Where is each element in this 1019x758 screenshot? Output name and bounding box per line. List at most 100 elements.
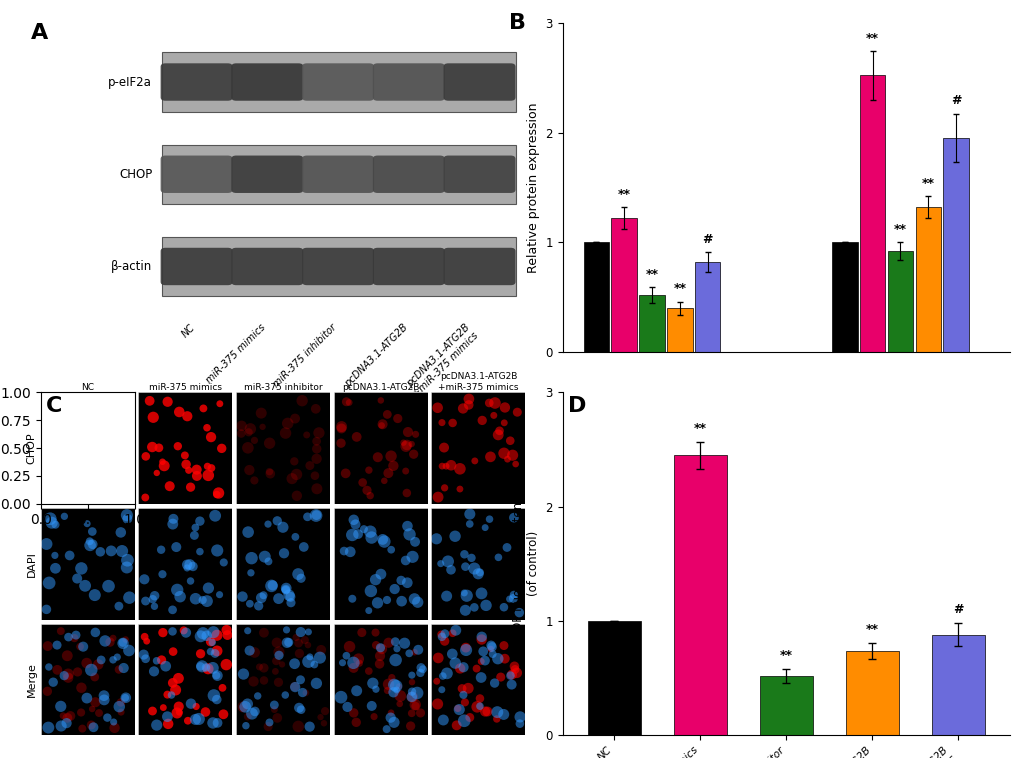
Point: [214, 681, 230, 694]
Point: [398, 577, 415, 589]
Point: [486, 677, 502, 689]
Point: [289, 720, 306, 732]
Point: [444, 627, 461, 639]
Point: [345, 662, 362, 674]
Text: **: **: [645, 268, 658, 280]
Text: C: C: [46, 396, 62, 416]
Point: [387, 636, 404, 648]
Point: [187, 700, 204, 713]
Title: miR-375 mimics: miR-375 mimics: [149, 383, 222, 392]
Point: [451, 462, 468, 475]
Text: B: B: [508, 13, 526, 33]
Point: [62, 474, 78, 486]
Point: [436, 635, 452, 647]
Bar: [759, 676, 812, 735]
Point: [270, 646, 286, 658]
Point: [151, 442, 167, 454]
Point: [485, 409, 501, 421]
Point: [269, 712, 285, 724]
Point: [505, 589, 522, 601]
Point: [156, 460, 172, 472]
Point: [145, 594, 161, 606]
Point: [103, 545, 119, 557]
Point: [240, 426, 257, 438]
Point: [169, 584, 185, 596]
Point: [368, 639, 384, 651]
Point: [205, 662, 221, 674]
FancyBboxPatch shape: [302, 155, 374, 193]
Point: [395, 437, 412, 449]
Point: [501, 669, 518, 681]
Point: [87, 671, 103, 683]
Point: [474, 415, 490, 427]
Point: [177, 627, 194, 639]
Point: [356, 523, 372, 535]
Point: [298, 687, 314, 699]
Point: [235, 668, 252, 680]
Point: [371, 658, 387, 670]
Point: [42, 462, 58, 474]
Point: [181, 559, 198, 571]
Point: [69, 666, 86, 678]
Point: [39, 685, 55, 697]
Point: [268, 655, 284, 667]
Point: [209, 629, 225, 641]
Point: [218, 624, 234, 636]
Point: [483, 641, 499, 653]
Point: [385, 678, 401, 691]
Point: [461, 399, 477, 411]
FancyBboxPatch shape: [302, 248, 374, 285]
Point: [362, 490, 378, 502]
FancyBboxPatch shape: [443, 155, 515, 193]
Point: [436, 628, 452, 640]
Point: [363, 531, 379, 543]
Point: [60, 672, 76, 684]
Point: [193, 647, 209, 659]
Point: [277, 689, 293, 701]
Point: [119, 443, 136, 455]
Point: [257, 550, 273, 562]
Point: [308, 509, 324, 522]
Point: [438, 590, 454, 602]
FancyBboxPatch shape: [160, 155, 232, 193]
Point: [311, 427, 327, 439]
Point: [41, 661, 57, 673]
Point: [279, 418, 296, 430]
Point: [369, 451, 385, 463]
Point: [63, 461, 79, 473]
Point: [317, 705, 333, 717]
Point: [473, 634, 489, 646]
Text: #: #: [952, 603, 963, 616]
Point: [120, 644, 137, 656]
Point: [366, 710, 382, 722]
Point: [413, 662, 429, 674]
FancyBboxPatch shape: [162, 52, 516, 111]
Point: [430, 652, 446, 664]
Text: **: **: [893, 223, 906, 236]
Point: [338, 650, 355, 662]
Point: [296, 541, 312, 553]
Point: [146, 600, 162, 612]
Point: [362, 525, 378, 537]
Point: [192, 515, 208, 527]
Point: [182, 481, 199, 493]
Point: [504, 449, 521, 462]
Point: [476, 654, 492, 666]
Point: [209, 669, 225, 681]
Point: [302, 721, 318, 733]
Y-axis label: CHOP: CHOP: [26, 432, 37, 464]
Point: [200, 469, 216, 481]
Point: [511, 606, 527, 619]
Point: [172, 590, 189, 603]
Point: [176, 449, 193, 462]
Point: [114, 637, 130, 649]
Point: [136, 649, 152, 661]
Point: [240, 464, 257, 476]
Point: [388, 643, 405, 655]
Point: [401, 528, 418, 540]
Point: [218, 659, 234, 671]
Point: [286, 456, 303, 468]
Point: [59, 650, 75, 662]
Point: [117, 634, 133, 646]
Point: [247, 706, 263, 718]
